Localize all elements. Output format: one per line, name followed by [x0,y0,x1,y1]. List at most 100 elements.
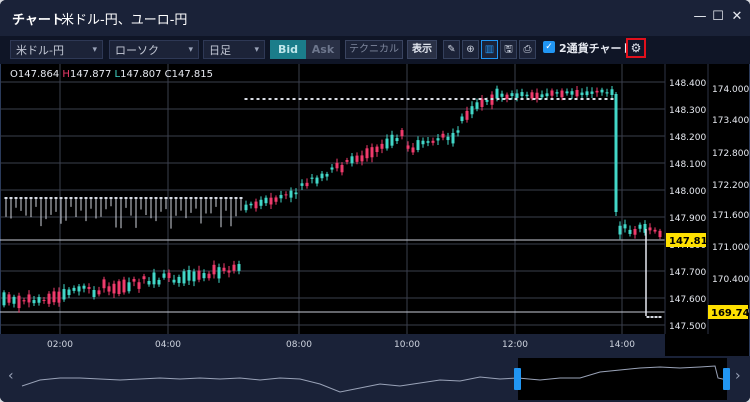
usdjpy-candle-body [164,197,168,199]
usdjpy-candle-body [289,190,293,198]
scroll-right-icon[interactable]: › [735,368,741,384]
technical-button[interactable]: テクニカル [345,40,403,59]
eurjpy-candle-body [544,98,548,100]
eurjpy-candle-body [227,270,231,273]
y-tick-label-usdjpy: 148.000 [669,187,706,197]
eurjpy-candle-body [538,98,542,100]
eurjpy-candle-body [32,300,36,304]
eurjpy-candle-body [132,279,136,282]
usdjpy-candle-body [580,92,584,96]
usdjpy-candle-body [189,197,193,199]
usdjpy-candle-body [234,197,238,199]
usdjpy-candle-body [385,138,389,149]
eurjpy-candle-body [400,98,404,100]
scroll-left-icon[interactable]: ‹ [8,368,14,384]
eurjpy-candle-body [460,98,464,100]
usdjpy-candle-body [436,138,440,141]
usdjpy-candle-body [370,147,374,158]
usdjpy-candle-body [575,89,579,97]
usdjpy-candle-body [431,140,435,143]
close-icon[interactable]: ✕ [731,9,743,24]
dual-chart-checkbox[interactable]: ✓ [543,41,555,53]
save-icon[interactable]: 🖫 [500,40,517,59]
chart-type-select[interactable]: ローソク ▾ [109,40,199,59]
eurjpy-candle-body [157,279,161,285]
usdjpy-candle-body [149,197,153,199]
usdjpy-candle-body [456,130,460,133]
eurjpy-candle-body [490,98,494,100]
usdjpy-candle-body [159,197,163,199]
eurjpy-candle-body [580,98,584,100]
usdjpy-drop-body [614,94,618,212]
eurjpy-candle-body [162,273,166,278]
x-tick-label: 14:00 [609,340,635,350]
usdjpy-candle-body [540,94,544,98]
bid-button[interactable]: Bid [270,40,306,59]
eurjpy-candle-body [532,98,536,100]
y-tick-label-usdjpy: 147.700 [669,268,706,278]
eurjpy-candle-body [598,98,602,100]
eurjpy-candle-body [466,98,470,100]
usdjpy-candle-body [585,91,589,96]
navigator[interactable]: ‹ › [0,356,750,402]
eurjpy-candle-body [122,279,126,293]
usdjpy-candle-body [446,136,450,141]
usdjpy-candle-body [254,201,258,209]
eurjpy-candle-body [454,98,458,100]
usdjpy-candle-body [560,90,564,98]
usdjpy-candle-body [4,197,8,199]
display-button[interactable]: 表示 [407,40,437,59]
eurjpy-candle-body [310,98,314,100]
price-chart[interactable]: 148.400 148.300 148.200 148.100 148.000 147.9… [0,64,750,334]
ohlc-open-value: 147.864 [17,69,60,80]
usdjpy-candle-body [441,133,445,138]
eurjpy-candle-body [448,98,452,100]
chevron-down-icon: ▾ [254,45,259,55]
usdjpy-candle-body [214,197,218,199]
pencil-icon[interactable]: ✎ [443,40,460,59]
usdjpy-candle-body [495,88,499,99]
navigator-overview[interactable] [0,356,750,402]
chart-compare-icon[interactable]: ▥ [481,40,498,59]
y-tick-label-usdjpy: 147.500 [669,322,706,332]
symbol-select[interactable]: 米ドル-円 ▾ [10,40,103,59]
eurjpy-candle-body [217,267,221,279]
eurjpy-candle-body [22,300,26,302]
usdjpy-candle-body [279,194,283,199]
eurjpy-candle-body [77,286,81,292]
usdjpy-candle-body [525,94,529,97]
gear-icon[interactable]: ⚙ [626,38,646,58]
eurjpy-candle-body [586,98,590,100]
x-tick-label: 04:00 [155,340,181,350]
usdjpy-candle-body [451,132,455,144]
usdjpy-candle-body [658,230,662,238]
usdjpy-candle-body [229,197,233,199]
usdjpy-candle-body [154,197,158,199]
zoom-icon[interactable]: ⊕ [462,40,479,59]
time-axis: 02:00 04:00 08:00 10:00 12:00 14:00 [0,334,665,356]
eurjpy-candle-body [646,316,650,318]
usdjpy-candle-body [618,225,622,235]
timeframe-select[interactable]: 日足 ▾ [203,40,265,59]
y-tick-label-usdjpy: 148.300 [669,106,706,116]
ohlc-readout: O147.864 H147.877 L147.807 C147.815 [10,69,213,80]
chevron-down-icon: ▾ [188,45,193,55]
print-icon[interactable]: ⎙ [519,40,536,59]
usdjpy-candle-body [470,106,474,115]
usdjpy-candle-body [510,93,514,97]
eurjpy-candle-body [478,98,482,100]
ask-button[interactable]: Ask [306,40,340,59]
maximize-icon[interactable]: ☐ [712,9,724,24]
minimize-icon[interactable]: — [693,9,707,24]
eurjpy-candle-body [212,264,216,275]
ohlc-close-key: C [164,69,172,80]
usdjpy-candle-body [315,177,319,184]
usdjpy-candle-body [565,91,569,94]
usdjpy-candle-body [345,160,349,162]
usdjpy-candle-body [411,147,415,153]
y-tick-label-usdjpy: 147.900 [669,214,706,224]
eurjpy-candle-body [436,98,440,100]
eurjpy-candle-body [334,98,338,100]
usdjpy-candle-body [310,177,314,179]
eurjpy-candle-body [147,280,151,285]
